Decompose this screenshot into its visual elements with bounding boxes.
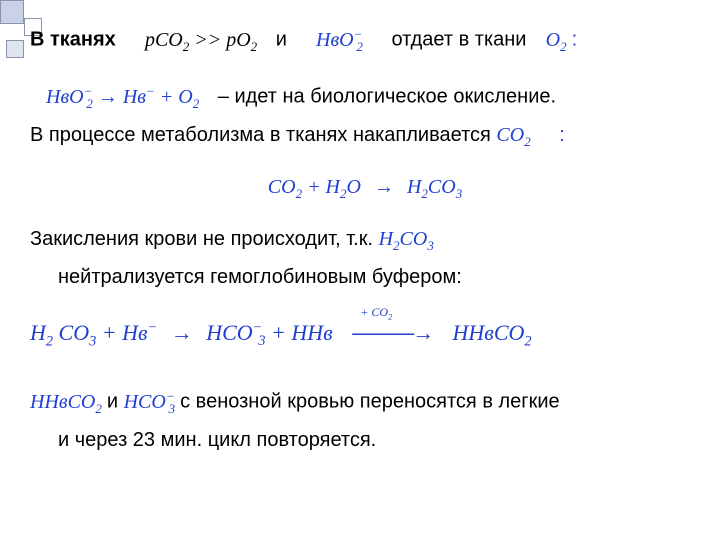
l6-c: НСО−3 [124,391,181,413]
l2-eq: НвО−2 → Нв− + О2 [46,86,204,108]
l1-colon: : [572,29,578,51]
l6-a: ННвСО2 [30,391,107,413]
slide-content: В тканях рСО2 >> рО2 и НвО−2 отдает в тк… [30,25,700,462]
l4-h2co3: Н2СО3 [379,228,434,250]
arrow-with-label: + СО2 ———→ [352,318,432,349]
line-2: НвО−2 → Нв− + О2 – идет на биологическое… [30,82,700,113]
line-5: нейтрализуется гемоглобиновым буфером: [30,263,700,291]
line-1: В тканях рСО2 >> рО2 и НвО−2 отдает в тк… [30,25,700,56]
line-3: В процессе метаболизма в тканях накаплив… [30,121,700,151]
l5: нейтрализуется гемоглобиновым буфером: [58,266,462,288]
l3-a: В процессе метаболизма в тканях накаплив… [30,124,496,146]
line-7: и через 23 мин. цикл повторяется. [30,426,700,454]
line-6: ННвСО2 и НСО−3 с венозной кровью перенос… [30,387,700,418]
l1-and: и [276,29,287,51]
decor-square [0,0,24,24]
decor-square [6,40,24,58]
line-4: Закисления крови не происходит, т.к. Н2С… [30,225,700,255]
l3-colon: : [559,124,565,146]
l6-d: с венозной кровью переносятся в легкие [180,391,560,413]
l1-d: отдает в ткани [391,29,526,51]
formula-2: Н2 СО3 + Нв− → НСО−3 + ННв + СО2 ———→ НН… [30,317,700,351]
l3-co2: СО2 [496,124,535,146]
l1-o2: О2 [546,29,572,51]
l1-pco2: рСО2 >> рО2 [145,29,262,51]
l2-d: – идет на биологическое окисление. [218,86,556,108]
l1-hvo2: НвО−2 [316,29,368,51]
l6-and: и [107,391,124,413]
l4-a: Закисления крови не происходит, т.к. [30,228,379,250]
formula-1: СО2 + Н2О → Н2СО3 [30,173,700,203]
l1-a: В тканях [30,29,116,51]
l7: и через 23 мин. цикл повторяется. [58,429,376,451]
